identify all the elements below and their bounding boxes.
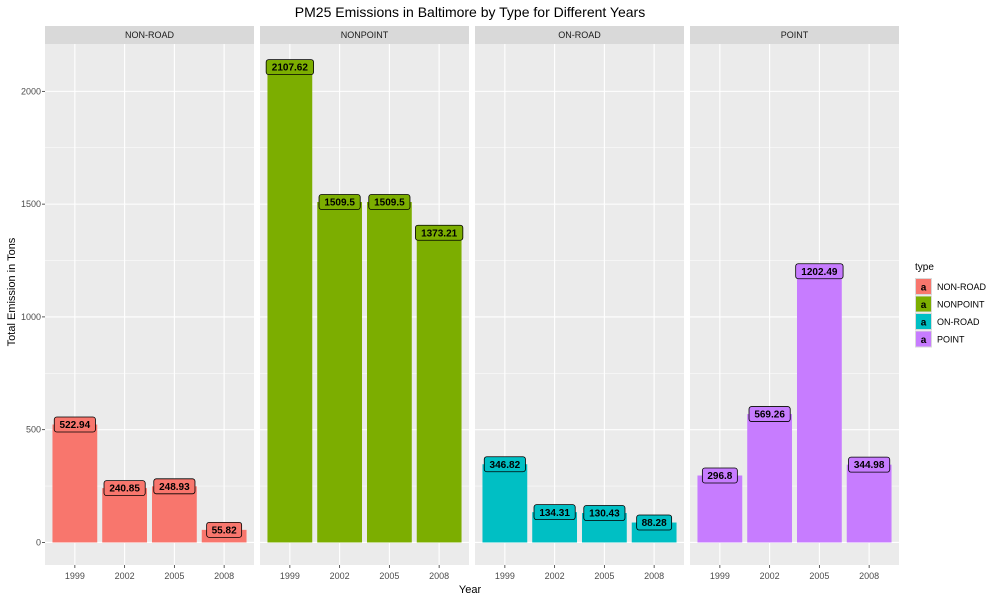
x-tick-label: 2002 xyxy=(330,571,350,581)
legend-key-glyph: a xyxy=(921,335,927,346)
data-label: 1202.49 xyxy=(801,267,838,278)
y-tick-label: 2000 xyxy=(21,86,41,96)
x-tick-label: 2002 xyxy=(115,571,135,581)
bar xyxy=(151,486,197,543)
data-label: 1373.21 xyxy=(421,228,458,239)
y-axis-ticks: 0 500 1000 1500 2000 xyxy=(21,86,45,547)
data-label: 55.82 xyxy=(212,525,237,536)
bar xyxy=(317,201,363,543)
data-label: 130.43 xyxy=(589,509,620,520)
data-label-box xyxy=(583,505,626,521)
data-label: 522.94 xyxy=(60,420,91,431)
facet-panel-point: POINT 296.8 569.26 1202.49 344.98 1999 2002 200… xyxy=(690,26,899,581)
bar xyxy=(747,414,793,543)
facet-strip xyxy=(260,26,469,44)
data-label: 296.8 xyxy=(707,471,732,482)
bar xyxy=(267,67,313,543)
data-label-box xyxy=(53,416,96,433)
data-label: 569.26 xyxy=(754,410,785,421)
data-label: 1509.5 xyxy=(374,198,405,209)
legend-key-swatch xyxy=(916,279,931,294)
facet-strip-label: POINT xyxy=(781,30,809,40)
legend-key-swatch xyxy=(916,314,931,329)
legend-key-swatch xyxy=(916,331,931,347)
bar xyxy=(846,464,892,543)
y-tick-label: 1500 xyxy=(21,199,41,209)
x-tick-label: 1999 xyxy=(495,571,515,581)
data-label: 248.93 xyxy=(159,482,190,493)
legend-key-swatch xyxy=(916,296,931,312)
data-label-box xyxy=(701,467,738,484)
x-tick-label: 2008 xyxy=(214,571,234,581)
facet-panel-on-road: ON-ROAD 346.82 134.31 130.43 88.28 1999 2002 20… xyxy=(475,26,684,581)
legend: type a NON-ROAD a NONPOINT a ON-ROAD a POINT xyxy=(915,262,986,348)
x-tick-label: 2002 xyxy=(545,571,565,581)
x-tick-label: 1999 xyxy=(710,571,730,581)
legend-item-label: NONPOINT xyxy=(937,300,985,310)
data-label-box xyxy=(795,263,844,280)
legend-key-glyph: a xyxy=(921,283,927,294)
facet-panel-non-road: NON-ROAD 522.94 240.85 248.93 55.82 1999 2002 2… xyxy=(45,26,254,581)
data-label-box xyxy=(533,504,576,521)
x-tick-label: 1999 xyxy=(65,571,85,581)
facet-strip xyxy=(45,26,254,44)
legend-item-label: ON-ROAD xyxy=(937,317,980,327)
legend-key-glyph: a xyxy=(921,318,927,329)
bar xyxy=(697,475,743,543)
data-label: 240.85 xyxy=(109,484,140,495)
x-tick-label: 2005 xyxy=(164,571,184,581)
data-label-box xyxy=(318,194,361,210)
data-label: 88.28 xyxy=(642,518,667,529)
data-label: 2107.62 xyxy=(272,63,309,74)
chart-title: PM25 Emissions in Baltimore by Type for … xyxy=(295,4,645,20)
data-label-box xyxy=(265,59,314,75)
x-tick-label: 2002 xyxy=(760,571,780,581)
y-tick-label: 1000 xyxy=(21,312,41,322)
data-label: 344.98 xyxy=(854,460,885,471)
data-label: 346.82 xyxy=(490,460,521,471)
facet-strip xyxy=(475,26,684,44)
data-label-box xyxy=(848,456,891,473)
x-tick-label: 2008 xyxy=(429,571,449,581)
data-label-box xyxy=(103,480,146,497)
legend-title: type xyxy=(915,262,934,273)
legend-item-label: NON-ROAD xyxy=(937,282,986,292)
legend-item-label: POINT xyxy=(937,335,965,345)
y-axis-title: Total Emission in Tons xyxy=(6,237,18,346)
x-axis-title: Year xyxy=(459,584,482,596)
data-label-box xyxy=(636,514,673,531)
x-tick-label: 2008 xyxy=(644,571,664,581)
data-label: 134.31 xyxy=(539,508,570,519)
data-label-box xyxy=(368,194,411,210)
data-label: 1509.5 xyxy=(324,198,355,209)
x-tick-label: 2005 xyxy=(379,571,399,581)
facet-strip-label: NONPOINT xyxy=(341,30,389,40)
bar xyxy=(366,201,412,543)
data-label-box xyxy=(206,521,243,538)
x-tick-label: 1999 xyxy=(280,571,300,581)
bar xyxy=(482,464,528,543)
facet-strip-label: NON-ROAD xyxy=(125,30,174,40)
facet-panel-nonpoint: NONPOINT 2107.62 1509.5 1509.5 1373.21 1999 20… xyxy=(260,26,469,581)
x-tick-label: 2005 xyxy=(809,571,829,581)
bar xyxy=(52,424,98,543)
bar xyxy=(796,271,842,543)
x-tick-label: 2005 xyxy=(594,571,614,581)
data-label-box xyxy=(748,406,791,422)
bar xyxy=(416,232,462,543)
bar xyxy=(102,488,148,543)
facet-strip xyxy=(690,26,899,44)
legend-key-glyph: a xyxy=(921,300,927,311)
data-label-box xyxy=(415,224,464,241)
y-tick-label: 0 xyxy=(36,537,41,547)
facet-panels: NON-ROAD 522.94 240.85 248.93 55.82 1999 2002 2… xyxy=(45,26,899,581)
data-label-box xyxy=(153,478,196,495)
x-tick-label: 2008 xyxy=(859,571,879,581)
y-tick-label: 500 xyxy=(26,425,41,435)
facet-strip-label: ON-ROAD xyxy=(558,30,601,40)
data-label-box xyxy=(483,456,526,473)
